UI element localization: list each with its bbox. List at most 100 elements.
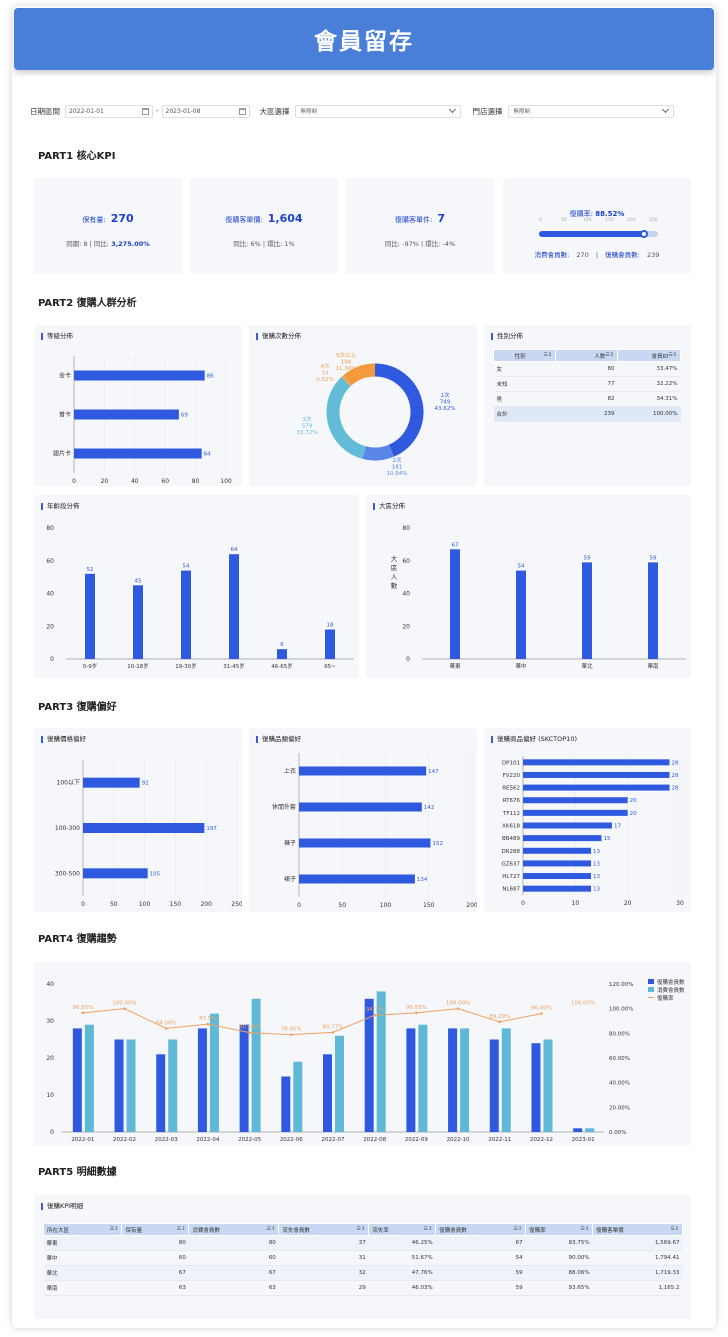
bar [277, 649, 287, 659]
data-label: 142 [424, 805, 435, 811]
table-cell: 46.03% [368, 1280, 436, 1296]
bar [74, 409, 179, 420]
date-start-input[interactable]: 2022-01-01 [65, 104, 153, 118]
column-header[interactable]: 人數 ☰↕ [555, 349, 618, 362]
bar-repeat-members [531, 1043, 541, 1132]
kpi-items-compare: 同比: -97% | 環比: -4% [384, 240, 456, 248]
table-cell: 67 [435, 1235, 526, 1251]
y-category-label: DR288 [501, 849, 520, 855]
y-tick-label: 80 [402, 525, 410, 532]
kpi-retention: 保有量: 270 [34, 212, 182, 225]
sort-icon[interactable]: ☰↕ [356, 1225, 366, 1232]
slice-percent: 11.30% [336, 366, 357, 372]
level-bar-chart: 0 20 40 60 80 100 金卡 86 普卡 69 銀片卡 84 [53, 356, 232, 485]
column-header[interactable]: 復購會員數 ☰↕ [435, 1223, 527, 1236]
sort-icon[interactable]: ☰↕ [513, 1225, 523, 1232]
repeat-members-value: 239 [646, 251, 660, 259]
column-header[interactable]: 性別 ☰↕ [493, 349, 556, 362]
calendar-icon [238, 107, 246, 115]
y2-tick-label: 20.00% [609, 1105, 630, 1111]
gauge-ticks: 0 50 100 150 200 250 [539, 218, 658, 226]
bar-consume-members [585, 1128, 595, 1132]
gauge-tick-label: 200 [627, 218, 636, 223]
table-cell: 1,569.67 [592, 1235, 683, 1251]
x-tick-label: 100 [139, 901, 151, 908]
chart-title: 復購價格偏好 [41, 736, 86, 743]
sort-icon[interactable]: ☰↕ [580, 1225, 590, 1232]
column-header[interactable]: 復購率 ☰↕ [525, 1223, 594, 1236]
table-cell: 31 [278, 1250, 369, 1266]
consume-members-value: 270 [576, 251, 589, 259]
sort-icon[interactable]: ☰↕ [605, 351, 614, 358]
page-title: 會員留存 [14, 8, 714, 70]
chart-card-price: 復購價格偏好 0 50 100 150 200 250 100以下 92 100-300 197 3… [34, 728, 242, 912]
region-select-label: 大區選擇 [259, 106, 290, 116]
y-category-label: BB489 [502, 836, 521, 842]
data-label: 64 [231, 547, 238, 553]
column-header[interactable]: 所在大區 ☰↕ [42, 1223, 123, 1236]
slice-label: 5次以上 [336, 351, 356, 359]
detail-card: 復購KPI明細 所在大區 ☰↕ 保有量 ☰↕ 消費會員數 ☰↕ 流失會員數 ☰↕ 流失率 ☰↕ 復購… [34, 1195, 691, 1319]
data-label: 67 [452, 542, 459, 548]
region-select-value: 無限制 [300, 109, 318, 115]
bar-repeat-members [406, 1028, 416, 1132]
x-tick-label: 100 [380, 902, 392, 909]
repurchase-rate-value: 88.52% [595, 210, 625, 218]
table-cell: 82 [555, 391, 618, 407]
column-header[interactable]: 保有量 ☰↕ [121, 1223, 190, 1236]
table-cell: 46.25% [368, 1235, 436, 1251]
table-row: 華南 63 63 29 46.03% 59 93.65% 1,165.2 [43, 1280, 683, 1296]
data-label: 59 [650, 555, 657, 561]
chart-card-category: 復購品類偏好 0 50 100 150 200 上衣 147 休閒外套 142 褲子 152 裙子 13… [249, 728, 477, 912]
line-point [290, 1033, 293, 1036]
column-header[interactable]: 復購客單價 ☰↕ [592, 1223, 683, 1236]
x-category-label: 華南 [647, 662, 659, 670]
line-point [331, 1031, 335, 1034]
repurchase-rate-label: 復購率: [569, 210, 596, 218]
data-label: 20 [630, 798, 637, 804]
legend-swatch [648, 979, 654, 984]
line-point [498, 1020, 502, 1024]
sort-icon[interactable]: ☰↕ [670, 1225, 679, 1232]
table-cell: 29 [278, 1280, 369, 1296]
chart-title: 年齡段分佈 [41, 503, 80, 510]
bar-repeat-members [114, 1039, 124, 1132]
column-header[interactable]: 流失會員數 ☰↕ [278, 1223, 370, 1236]
table-cell: 63 [188, 1280, 279, 1296]
kpi-value: 270 [110, 212, 134, 225]
column-header[interactable]: 消費會員數 ☰↕ [188, 1223, 280, 1236]
sort-icon[interactable]: ☰↕ [543, 351, 552, 358]
kpi-retention-compare: 同期: 8 | 同比: 3,275.00% [34, 238, 182, 248]
y-tick-label: 0 [50, 1129, 54, 1136]
table-cell: 華中 [43, 1250, 122, 1266]
date-range-label: 日期區間 [30, 106, 60, 116]
x-category-label: 2022-10 [447, 1137, 470, 1143]
x-tick-label: 0 [297, 902, 301, 909]
sort-icon[interactable]: ☰↕ [266, 1225, 276, 1232]
y2-tick-label: 80.00% [609, 1031, 630, 1037]
sort-icon[interactable]: ☰↕ [176, 1225, 186, 1232]
region-select[interactable]: 無限制 [294, 104, 461, 118]
store-select[interactable]: 無限制 [507, 104, 674, 118]
x-tick-label: 0 [72, 478, 76, 485]
column-header[interactable]: 流失率 ☰↕ [368, 1223, 437, 1236]
sort-icon[interactable]: ☰↕ [109, 1225, 119, 1232]
trend-combo-chart: 0 10 20 30 40 0.00% 20.00% 40.00% 60.00% 80.00% 10… [46, 978, 685, 1143]
date-end-input[interactable]: 2023-01-08 [161, 104, 250, 118]
bar [74, 448, 202, 459]
table-cell: 93.65% [525, 1280, 593, 1296]
table-cell: 33.47% [617, 361, 681, 377]
legend-label: 消費會員數 [657, 986, 685, 994]
column-header-label: 復購率 [529, 1227, 546, 1234]
sort-icon[interactable]: ☰↕ [668, 351, 677, 358]
x-category-label: 2022-01 [71, 1137, 94, 1143]
repurchase-gauge-track [539, 230, 658, 238]
slice-percent: 0.82% [316, 377, 333, 383]
bar [582, 562, 592, 659]
sort-icon[interactable]: ☰↕ [423, 1225, 433, 1232]
table-cell: 80 [121, 1235, 189, 1251]
section-title-part5: PART5 明細數據 [38, 1167, 117, 1178]
table-header-row: 性別 ☰↕ 人數 ☰↕ 會員ID ☰↕ [493, 349, 681, 362]
column-header[interactable]: 會員ID ☰↕ [617, 349, 681, 362]
x-category-label: 2023-01 [572, 1137, 595, 1143]
